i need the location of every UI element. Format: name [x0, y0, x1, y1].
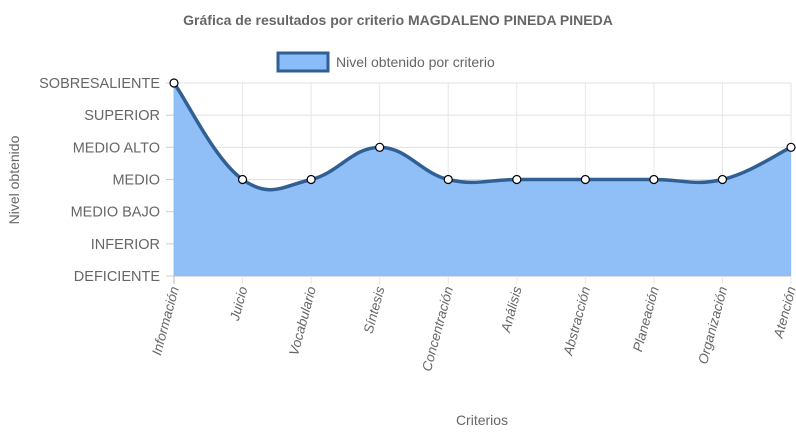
- x-tick-label: Análisis: [498, 285, 525, 335]
- y-axis-ticks: DEFICIENTE INFERIOR MEDIO BAJO MEDIO MEDIO A…: [39, 76, 160, 285]
- y-tick-label: SUPERIOR: [84, 108, 160, 124]
- series-line: [172, 81, 792, 192]
- legend[interactable]: Nivel obtenido por criterio: [276, 51, 495, 73]
- y-tick-label: SOBRESALIENTE: [39, 76, 160, 92]
- x-tick-label: Juicio: [227, 284, 251, 323]
- data-point[interactable]: [443, 174, 453, 185]
- x-tick-label: Organización: [695, 285, 730, 366]
- y-tick-label: MEDIO BAJO: [71, 205, 160, 221]
- y-tick-label: INFERIOR: [91, 237, 160, 253]
- data-point[interactable]: [580, 174, 590, 185]
- legend-label: Nivel obtenido por criterio: [336, 54, 495, 70]
- legend-swatch: [276, 51, 330, 73]
- x-tick-label: Vocabulario: [286, 284, 319, 357]
- series-area: [172, 81, 792, 276]
- data-point[interactable]: [306, 174, 316, 185]
- x-tick-label: Información: [149, 285, 182, 357]
- chart-title: Gráfica de resultados por criterio MAGDA…: [183, 12, 613, 28]
- data-point[interactable]: [169, 78, 179, 88]
- x-tick-label: Concentración: [419, 285, 456, 373]
- data-point[interactable]: [786, 142, 796, 152]
- data-point[interactable]: [512, 174, 522, 185]
- x-tick-label: Abstracción: [560, 285, 593, 358]
- data-points: [169, 78, 796, 185]
- y-tick-label: MEDIO: [112, 173, 160, 189]
- x-tick-label: Planeación: [630, 285, 662, 353]
- data-point[interactable]: [375, 142, 385, 152]
- data-point[interactable]: [237, 174, 248, 185]
- y-tick-label: DEFICIENTE: [74, 269, 161, 285]
- x-axis-ticks: Información Juicio Vocabulario Síntesis Conc…: [149, 284, 796, 372]
- y-tick-label: MEDIO ALTO: [73, 140, 160, 156]
- x-axis-label: Criterios: [456, 412, 508, 428]
- series-area-fill: [174, 83, 791, 276]
- data-point[interactable]: [717, 174, 728, 185]
- x-tick-label: Atención: [771, 285, 796, 341]
- data-point[interactable]: [649, 174, 659, 185]
- x-tick-label: Síntesis: [361, 285, 388, 336]
- y-axis-label: Nivel obtenido: [6, 135, 22, 224]
